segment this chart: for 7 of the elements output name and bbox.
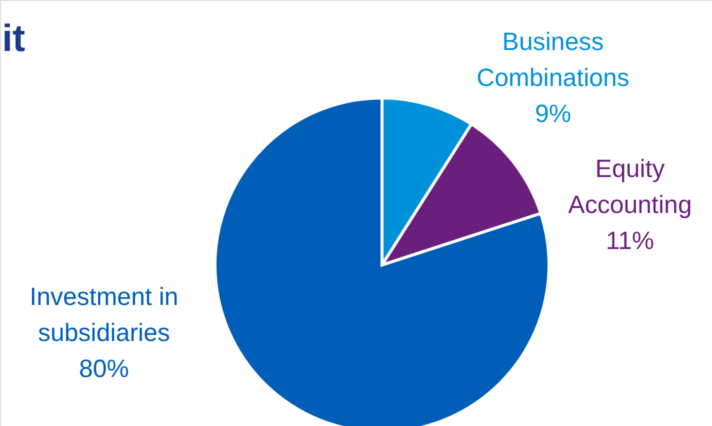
data-label: 11% bbox=[606, 227, 654, 255]
chart-title: it bbox=[2, 18, 26, 60]
slice-label: Equity Accounting bbox=[568, 155, 692, 219]
data-label: 80% bbox=[78, 355, 130, 383]
slice-label: Investment in subsidiaries bbox=[30, 283, 178, 347]
data-label: 9% bbox=[534, 100, 572, 128]
slice-label: Business Combinations bbox=[476, 28, 630, 92]
